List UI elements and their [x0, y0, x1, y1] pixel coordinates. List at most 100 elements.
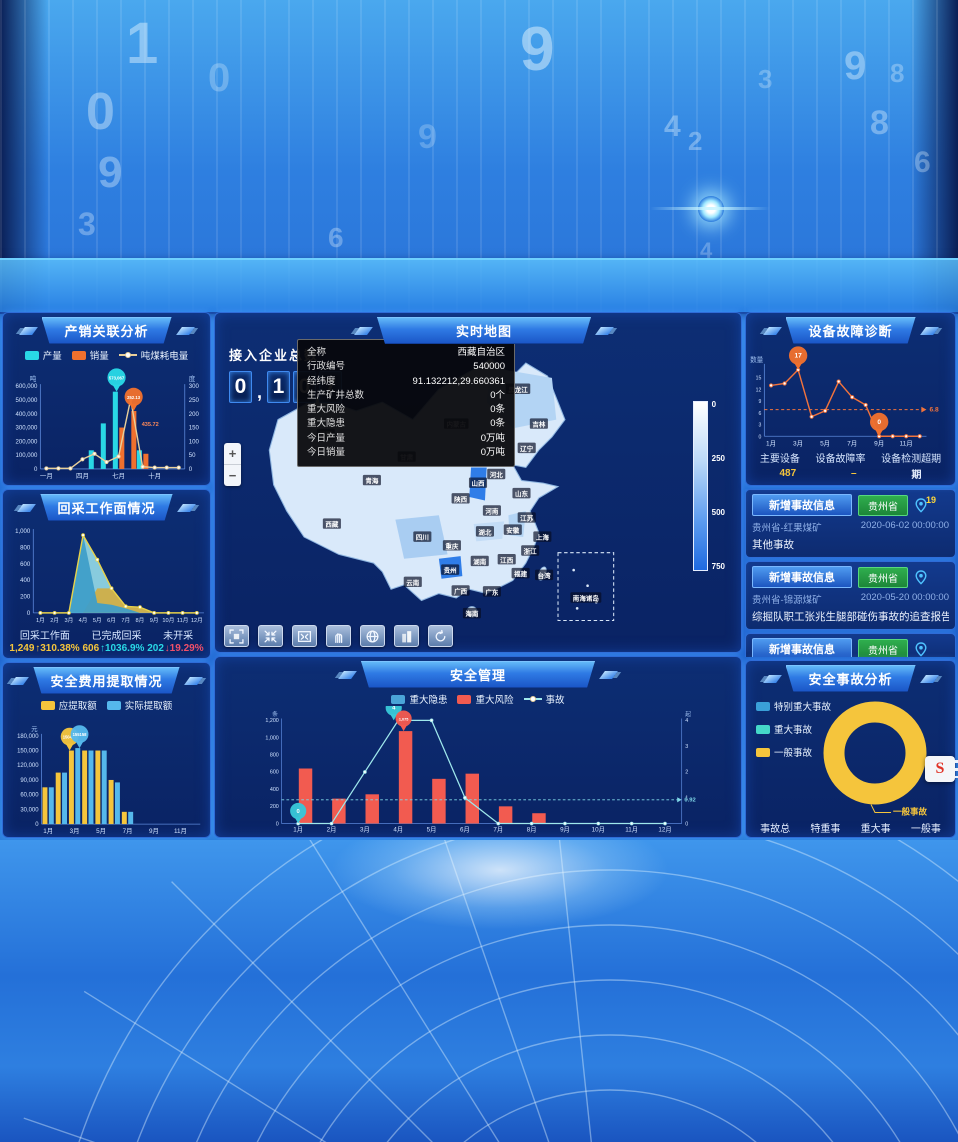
province-label-陕西[interactable]: 陕西 — [451, 493, 470, 504]
panel-production-sales: 产销关联分析 产量 销量 吨煤耗电量 0 100,000 200,000 300,000 4… — [2, 312, 211, 486]
legend-item[interactable]: 一般事故 — [756, 745, 831, 759]
background-digit: 6 — [914, 146, 931, 179]
counter-digit: 0 — [229, 371, 252, 403]
province-filter-button[interactable]: 贵州省 — [858, 638, 908, 657]
legend-label: 特别重大事故 — [774, 702, 832, 713]
svg-text:800: 800 — [270, 753, 279, 759]
province-label-上海[interactable]: 上海 — [533, 531, 552, 542]
svg-text:起: 起 — [685, 710, 691, 718]
legend-item[interactable]: 特别重大事故 — [756, 699, 831, 713]
svg-text:200: 200 — [270, 804, 279, 810]
svg-text:150,000: 150,000 — [17, 749, 39, 755]
accident-card-title-button[interactable]: 新增事故信息 — [752, 638, 852, 657]
zoom-in-button[interactable]: + — [224, 443, 241, 465]
svg-text:一月: 一月 — [40, 472, 53, 480]
accident-card-title-button[interactable]: 新增事故信息 — [752, 566, 852, 588]
hand-pan-icon[interactable] — [326, 625, 351, 647]
legend-item[interactable]: 事故 — [523, 692, 565, 706]
edge-dots[interactable] — [955, 760, 958, 778]
svg-text:2: 2 — [685, 770, 688, 776]
title-slash-icon — [919, 674, 939, 683]
province-label-山东[interactable]: 山东 — [512, 487, 531, 499]
tooltip-row: 生产矿井总数 0个 — [307, 389, 505, 401]
location-pin-icon[interactable] — [914, 569, 928, 585]
svg-text:3月: 3月 — [360, 826, 370, 834]
legend-item[interactable]: 实际提取额 — [106, 698, 172, 712]
label: 设备故障率 — [815, 454, 866, 465]
province-label-西藏[interactable]: 西藏 — [322, 518, 341, 529]
province-label-广东[interactable]: 广东 — [482, 586, 501, 597]
title-slash-icon — [10, 676, 30, 685]
accident-card-title-button[interactable]: 新增事故信息 — [752, 494, 852, 516]
province-label-浙江[interactable]: 浙江 — [521, 545, 540, 556]
background-bottom — [0, 840, 958, 1142]
svg-text:252.13: 252.13 — [127, 395, 141, 400]
south-china-sea-inset — [557, 552, 615, 622]
location-pin-icon[interactable] — [914, 641, 928, 657]
province-label-河北[interactable]: 河北 — [487, 468, 506, 480]
legend-item[interactable]: 吨煤耗电量 — [118, 348, 189, 362]
legend-item[interactable]: 销量 — [71, 348, 109, 362]
panel-accident-analysis: 安全事故分析 特别重大事故 重大事故 一般事故 一般事故 事故总 特重事 重大事 一般事 — [745, 660, 956, 838]
zoom-out-button[interactable]: − — [228, 468, 237, 483]
legend-item[interactable]: 产量 — [24, 348, 62, 362]
province-label-福建[interactable]: 福建 — [511, 567, 530, 579]
province-label-江苏[interactable]: 江苏 — [517, 512, 536, 523]
legend-item[interactable]: 重大事故 — [756, 722, 831, 736]
province-label-湖南[interactable]: 湖南 — [470, 555, 489, 567]
building-icon[interactable] — [394, 625, 419, 647]
province-filter-button[interactable]: 贵州省 — [858, 566, 908, 588]
province-label-四川[interactable]: 四川 — [413, 531, 432, 542]
province-label-南海诸岛[interactable]: 南海诸岛 — [570, 592, 602, 603]
expand-window-icon[interactable] — [292, 625, 317, 647]
province-label-江西[interactable]: 江西 — [497, 553, 516, 565]
province-label-台湾[interactable]: 台湾 — [535, 569, 554, 581]
legend-label: 重大事故 — [774, 725, 813, 736]
province-label-湖北[interactable]: 湖北 — [475, 526, 495, 537]
accident-footer-labels: 事故总 特重事 重大事 一般事 — [746, 820, 955, 837]
svg-text:贵州: 贵州 — [444, 566, 457, 575]
legend-label: 销量 — [89, 351, 109, 362]
refresh-icon[interactable] — [428, 625, 453, 647]
svg-text:安徽: 安徽 — [506, 526, 520, 535]
location-pin-icon[interactable]: 19 — [914, 495, 936, 513]
svg-text:7月: 7月 — [123, 827, 133, 835]
svg-text:1,200: 1,200 — [265, 718, 278, 724]
svg-text:1,000: 1,000 — [15, 529, 31, 535]
legend-label: 吨煤耗电量 — [140, 351, 189, 362]
digit-separator: , — [256, 382, 262, 402]
floating-widget[interactable]: S — [925, 756, 955, 782]
equipment-stats-labels: 主要设备 设备故障率 设备检测超期 — [746, 450, 955, 465]
province-label-青海[interactable]: 青海 — [362, 474, 381, 486]
collapse-arrows-icon[interactable] — [258, 625, 283, 647]
legend-item[interactable]: 重大风险 — [457, 692, 514, 706]
province-label-吉林[interactable]: 吉林 — [529, 418, 548, 429]
legend-item[interactable]: 重大隐患 — [391, 692, 447, 706]
stat-value: 487 — [779, 468, 797, 479]
province-label-海南[interactable]: 海南 — [462, 607, 481, 619]
svg-text:十月: 十月 — [148, 471, 161, 480]
background-digit: 8 — [870, 104, 889, 142]
svg-text:200: 200 — [20, 595, 31, 601]
province-label-山西[interactable]: 山西 — [468, 477, 488, 488]
svg-text:150: 150 — [189, 426, 200, 432]
province-filter-button[interactable]: 贵州省 — [858, 494, 908, 516]
province-label-辽宁[interactable]: 辽宁 — [517, 442, 536, 454]
province-label-广西[interactable]: 广西 — [451, 585, 470, 596]
legend-swatch-icon — [24, 350, 39, 360]
legend-item[interactable]: 应提取额 — [40, 698, 97, 712]
province-label-云南[interactable]: 云南 — [403, 576, 422, 588]
legend-swatch-icon — [391, 694, 406, 704]
province-label-河南[interactable]: 河南 — [482, 505, 501, 516]
title-slash-icon — [919, 326, 939, 335]
svg-text:条: 条 — [272, 710, 278, 718]
fullscreen-frame-icon[interactable] — [224, 625, 249, 647]
province-label-重庆[interactable]: 重庆 — [442, 540, 461, 551]
globe-icon[interactable] — [360, 625, 385, 647]
province-label-安徽[interactable]: 安徽 — [503, 524, 522, 535]
svg-text:30,000: 30,000 — [20, 807, 39, 813]
province-label-贵州[interactable]: 贵州 — [441, 564, 460, 575]
svg-text:一般事故: 一般事故 — [893, 807, 928, 817]
legend-swatch-icon — [71, 350, 86, 360]
svg-text:1月: 1月 — [293, 826, 303, 834]
